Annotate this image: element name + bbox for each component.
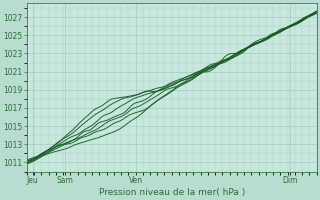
X-axis label: Pression niveau de la mer( hPa ): Pression niveau de la mer( hPa ) [99,188,245,197]
